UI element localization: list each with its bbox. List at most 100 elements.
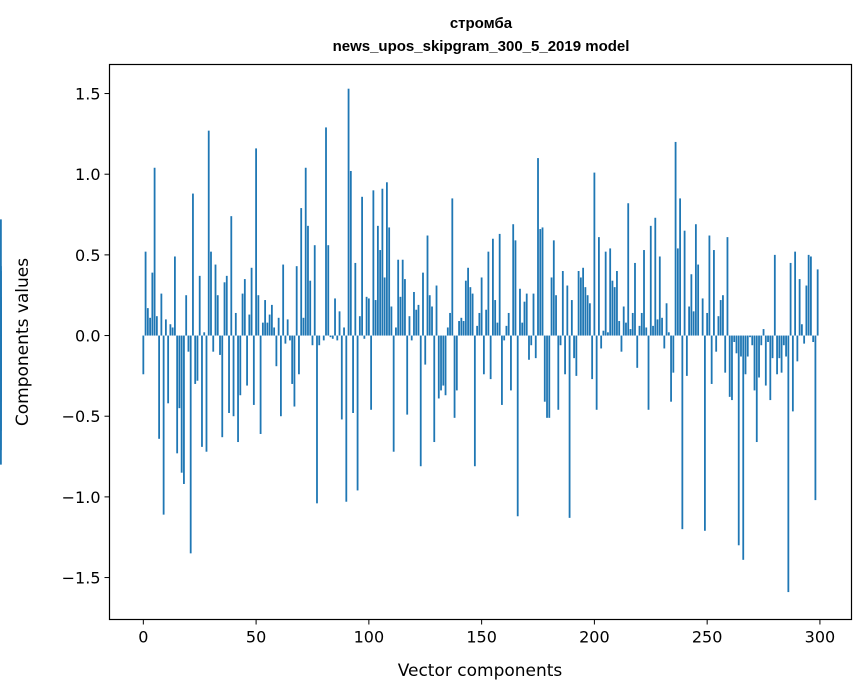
bar — [722, 295, 724, 336]
bar — [307, 225, 309, 336]
bar — [647, 335, 650, 410]
bar — [153, 167, 156, 336]
bar — [207, 130, 210, 336]
x-axis-label: Vector components — [398, 661, 563, 681]
bar — [645, 327, 648, 336]
bar — [570, 300, 573, 336]
bar — [616, 271, 618, 336]
bar — [575, 335, 578, 376]
bar — [543, 335, 546, 402]
bar — [489, 335, 492, 380]
bar — [713, 250, 715, 336]
x-tick-label: 50 — [246, 628, 266, 647]
bar — [219, 335, 221, 355]
bar — [162, 335, 165, 515]
bar — [604, 251, 607, 336]
bar — [295, 266, 298, 336]
bar — [728, 335, 731, 397]
bar — [620, 335, 623, 352]
bar — [652, 325, 654, 336]
bar — [787, 335, 790, 593]
y-tick-label: 0.5 — [75, 246, 100, 265]
bar — [361, 196, 363, 336]
bar — [683, 230, 686, 336]
bar — [487, 251, 490, 336]
bar — [0, 219, 2, 336]
bar — [234, 312, 237, 336]
chart-title: стромба — [450, 15, 513, 32]
bar — [582, 267, 585, 336]
bar — [408, 316, 411, 336]
bar — [313, 245, 316, 336]
bar — [611, 280, 614, 336]
bar — [667, 332, 670, 336]
bar — [800, 324, 803, 336]
bar — [286, 319, 289, 336]
bar — [426, 235, 429, 336]
bar — [755, 335, 758, 443]
bar — [510, 335, 512, 391]
bar — [665, 303, 668, 336]
bar — [158, 335, 161, 439]
bar — [742, 335, 745, 560]
bar — [643, 250, 645, 336]
bar — [494, 300, 497, 336]
bar — [374, 300, 377, 336]
bar — [164, 319, 167, 336]
bar — [805, 285, 808, 336]
bar — [431, 306, 433, 336]
bar — [555, 295, 557, 336]
bar — [595, 335, 598, 410]
bar — [561, 271, 564, 336]
bar — [541, 227, 544, 336]
bar — [386, 182, 388, 336]
bar — [280, 335, 282, 417]
bar — [661, 317, 663, 336]
bar — [363, 335, 366, 339]
bar — [194, 335, 197, 384]
bar — [598, 237, 600, 336]
bar — [212, 335, 215, 352]
bar — [453, 335, 456, 418]
bar — [230, 216, 233, 336]
bar — [656, 319, 659, 336]
y-axis-label: Components values — [13, 258, 33, 426]
bar — [679, 198, 681, 336]
bar — [241, 293, 244, 336]
bar — [298, 335, 300, 375]
bar — [223, 282, 226, 336]
bar — [573, 335, 575, 359]
bar — [735, 335, 738, 354]
bar — [390, 306, 393, 336]
bar — [331, 335, 334, 339]
bar — [169, 324, 172, 336]
bar — [268, 314, 271, 336]
bar — [552, 240, 555, 336]
bar — [277, 317, 280, 336]
bar — [0, 335, 2, 451]
y-tick-label: 1.5 — [75, 85, 100, 104]
bar — [516, 335, 519, 517]
bar — [636, 335, 639, 368]
bar — [498, 233, 501, 336]
bar — [681, 335, 684, 530]
bar — [196, 335, 199, 381]
bar — [228, 335, 230, 413]
bar — [485, 309, 488, 336]
bar — [564, 335, 566, 375]
bar — [433, 335, 436, 443]
bar — [250, 267, 253, 336]
bar — [692, 311, 695, 336]
bar — [579, 277, 582, 336]
bar — [381, 188, 384, 336]
bar — [444, 335, 447, 396]
x-tick-label: 0 — [138, 628, 148, 647]
bar — [178, 335, 181, 409]
bar — [446, 327, 449, 336]
bar — [327, 245, 330, 336]
bar — [715, 335, 718, 352]
bar — [519, 288, 521, 336]
bar — [760, 335, 763, 346]
bar — [588, 303, 591, 336]
